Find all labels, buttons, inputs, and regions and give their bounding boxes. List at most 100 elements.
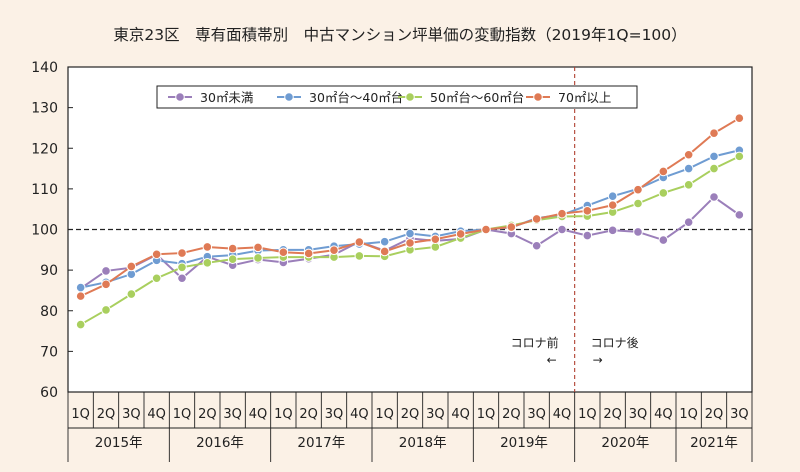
data-point: [582, 230, 593, 241]
y-tick-label: 60: [40, 385, 58, 401]
legend-label: 50㎡台～60㎡台: [430, 90, 524, 105]
data-point: [481, 224, 491, 235]
data-point: [101, 305, 111, 315]
data-point: [683, 163, 694, 174]
x-year-label: 2019年: [500, 435, 548, 451]
x-tick-label: 1Q: [477, 407, 496, 422]
legend-swatch-marker: [175, 92, 185, 102]
x-tick-label: 1Q: [679, 407, 698, 422]
x-year-label: 2017年: [297, 435, 345, 451]
data-point: [253, 253, 263, 263]
annotation-before-label: コロナ前: [511, 335, 559, 350]
data-point: [734, 210, 745, 220]
x-tick-label: 1Q: [71, 407, 90, 422]
legend-label: 30㎡未満: [200, 90, 253, 105]
data-point: [75, 319, 86, 330]
x-tick-label: 3Q: [730, 407, 749, 422]
data-point: [405, 238, 415, 248]
data-point: [379, 236, 390, 247]
legend-item: 30㎡台～40㎡台: [277, 90, 403, 105]
y-tick-label: 140: [31, 60, 58, 76]
data-point: [177, 273, 187, 284]
data-point: [101, 266, 111, 276]
x-tick-label: 1Q: [173, 407, 192, 422]
data-point: [126, 289, 137, 299]
data-point: [379, 246, 390, 257]
data-point: [709, 128, 719, 139]
x-tick-label: 2Q: [401, 407, 420, 422]
x-tick-label: 4Q: [249, 407, 268, 422]
x-tick-label: 2Q: [502, 407, 521, 422]
chart-title: 東京23区 専有面積帯別 中古マンション坪単価の変動指数（2019年1Q=100…: [113, 26, 686, 44]
x-year-label: 2020年: [601, 435, 649, 451]
data-point: [607, 191, 618, 201]
data-point: [658, 188, 669, 198]
x-tick-label: 4Q: [147, 407, 166, 422]
data-point: [734, 113, 745, 123]
legend-box: [156, 85, 638, 109]
x-tick-label: 4Q: [451, 407, 470, 422]
data-point: [75, 282, 86, 293]
data-point: [557, 208, 567, 219]
data-point: [709, 192, 719, 202]
data-point: [202, 258, 213, 268]
legend-swatch-marker: [405, 92, 415, 102]
x-tick-label: 2Q: [97, 407, 116, 422]
annotation-after-arrow: →: [593, 353, 603, 367]
y-tick-label: 120: [31, 141, 58, 157]
legend-label: 70㎡以上: [558, 90, 611, 105]
x-tick-label: 3Q: [527, 407, 546, 422]
y-tick-label: 90: [40, 263, 58, 279]
y-tick-label: 70: [40, 344, 58, 360]
data-point: [75, 291, 86, 301]
data-point: [177, 248, 187, 258]
data-point: [506, 222, 517, 232]
x-year-label: 2016年: [196, 435, 244, 451]
data-point: [151, 273, 162, 284]
data-point: [303, 248, 314, 259]
data-point: [405, 228, 415, 239]
data-point: [227, 254, 238, 264]
legend-item: 70㎡以上: [526, 90, 611, 105]
x-tick-label: 4Q: [654, 407, 673, 422]
data-point: [151, 249, 162, 260]
data-point: [531, 214, 542, 224]
x-year-label: 2018年: [399, 435, 447, 451]
data-point: [430, 234, 441, 245]
data-point: [278, 247, 289, 258]
data-point: [607, 225, 618, 236]
x-tick-label: 1Q: [375, 407, 394, 422]
data-point: [202, 242, 213, 252]
x-tick-label: 3Q: [122, 407, 141, 422]
data-point: [557, 224, 567, 235]
legend-label: 30㎡台～40㎡台: [309, 90, 403, 105]
x-tick-label: 4Q: [350, 407, 369, 422]
x-tick-label: 1Q: [578, 407, 597, 422]
data-point: [531, 240, 542, 251]
data-point: [455, 229, 466, 239]
legend-item: 30㎡未満: [168, 90, 253, 105]
y-tick-label: 110: [31, 182, 58, 198]
data-point: [633, 198, 643, 209]
data-point: [709, 151, 719, 162]
data-point: [658, 235, 669, 245]
data-point: [354, 251, 365, 261]
x-tick-label: 3Q: [325, 407, 344, 422]
x-tick-label: 2Q: [603, 407, 622, 422]
data-point: [177, 262, 187, 273]
legend-swatch-marker: [284, 92, 294, 102]
data-point: [227, 243, 238, 254]
data-point: [329, 245, 339, 256]
y-tick-label: 80: [40, 304, 58, 320]
x-year-label: 2015年: [95, 435, 143, 451]
data-point: [354, 237, 365, 247]
y-tick-label: 100: [31, 223, 58, 239]
data-point: [658, 166, 669, 177]
x-tick-label: 3Q: [629, 407, 648, 422]
series-4: [75, 113, 745, 301]
annotation-before-arrow: ←: [547, 353, 557, 367]
x-tick-label: 2Q: [198, 407, 217, 422]
x-tick-label: 4Q: [553, 407, 572, 422]
